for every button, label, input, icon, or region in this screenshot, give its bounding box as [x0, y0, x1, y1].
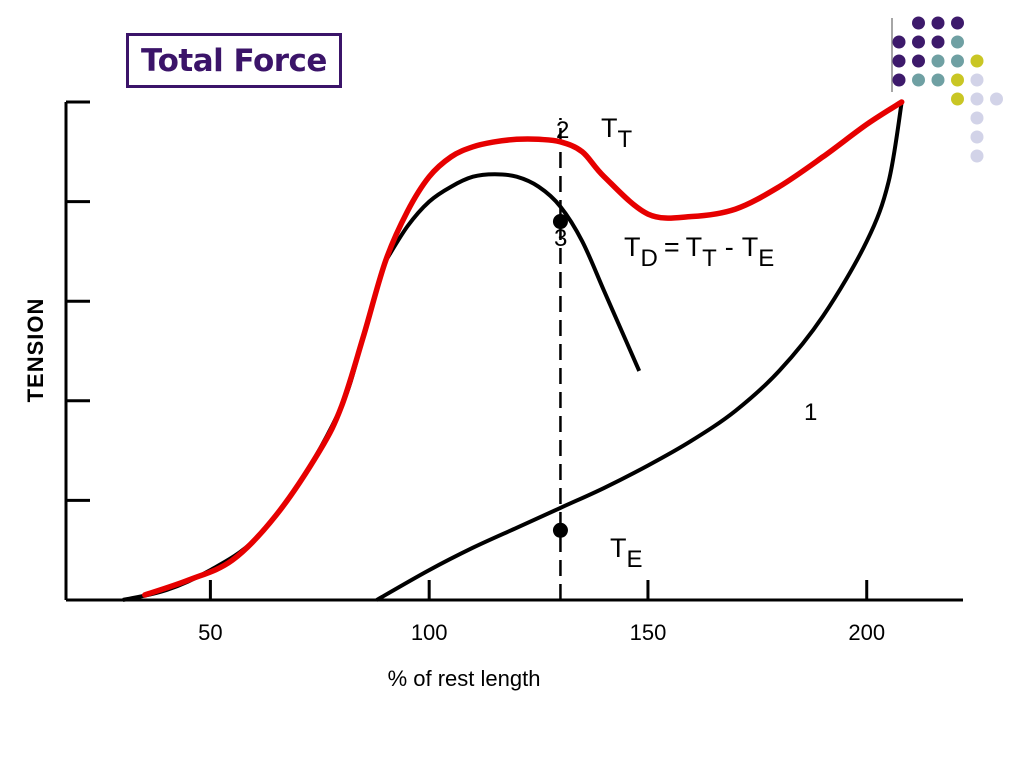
marker-t-d	[552, 214, 568, 230]
decorative-dot	[970, 54, 984, 68]
title-box: Total Force	[126, 33, 342, 88]
y-axis-label: TENSION	[23, 298, 48, 403]
curve-3-number: 3	[554, 225, 567, 252]
decorative-dot	[892, 35, 906, 49]
decorative-dot	[951, 54, 964, 68]
decorative-dot	[892, 54, 906, 68]
decorative-dot	[951, 35, 964, 49]
decorative-dot	[912, 73, 925, 87]
series-line-3-developed	[383, 172, 642, 372]
decorative-dot	[892, 73, 906, 87]
curve-2-number: 2	[556, 117, 569, 144]
decorative-dot	[951, 16, 964, 30]
curve-1-number: 1	[804, 399, 817, 426]
series-line-2-total	[122, 137, 781, 602]
decorative-dot	[990, 92, 1003, 106]
x-tick-label: 50	[198, 620, 222, 645]
decorative-dot	[912, 35, 925, 49]
decorative-dot	[951, 73, 964, 87]
x-tick-label: 200	[848, 620, 885, 645]
decorative-dot	[970, 130, 984, 144]
td-equation: TD = TT - TE	[624, 232, 774, 272]
decorative-dot	[951, 92, 964, 106]
series-line-red-overlay	[142, 99, 905, 598]
te-label: TE	[610, 533, 643, 573]
x-axis-label: % of rest length	[388, 666, 541, 691]
page-title: Total Force	[141, 42, 327, 79]
decorative-dot	[912, 16, 925, 30]
decorative-dot	[970, 111, 984, 125]
tt-label: TT	[601, 113, 633, 153]
decorative-dot	[931, 16, 945, 30]
decorative-dot	[931, 54, 945, 68]
x-tick-label: 100	[411, 620, 448, 645]
series-line-1-passive	[375, 101, 904, 602]
decorative-dot	[970, 73, 984, 87]
marker-t-e	[552, 522, 568, 538]
x-tick-label: 150	[630, 620, 667, 645]
decorative-dot	[970, 149, 984, 163]
decorative-dot	[931, 73, 945, 87]
decorative-dot	[931, 35, 945, 49]
decorative-dot	[912, 54, 925, 68]
decorative-dot	[970, 92, 984, 106]
